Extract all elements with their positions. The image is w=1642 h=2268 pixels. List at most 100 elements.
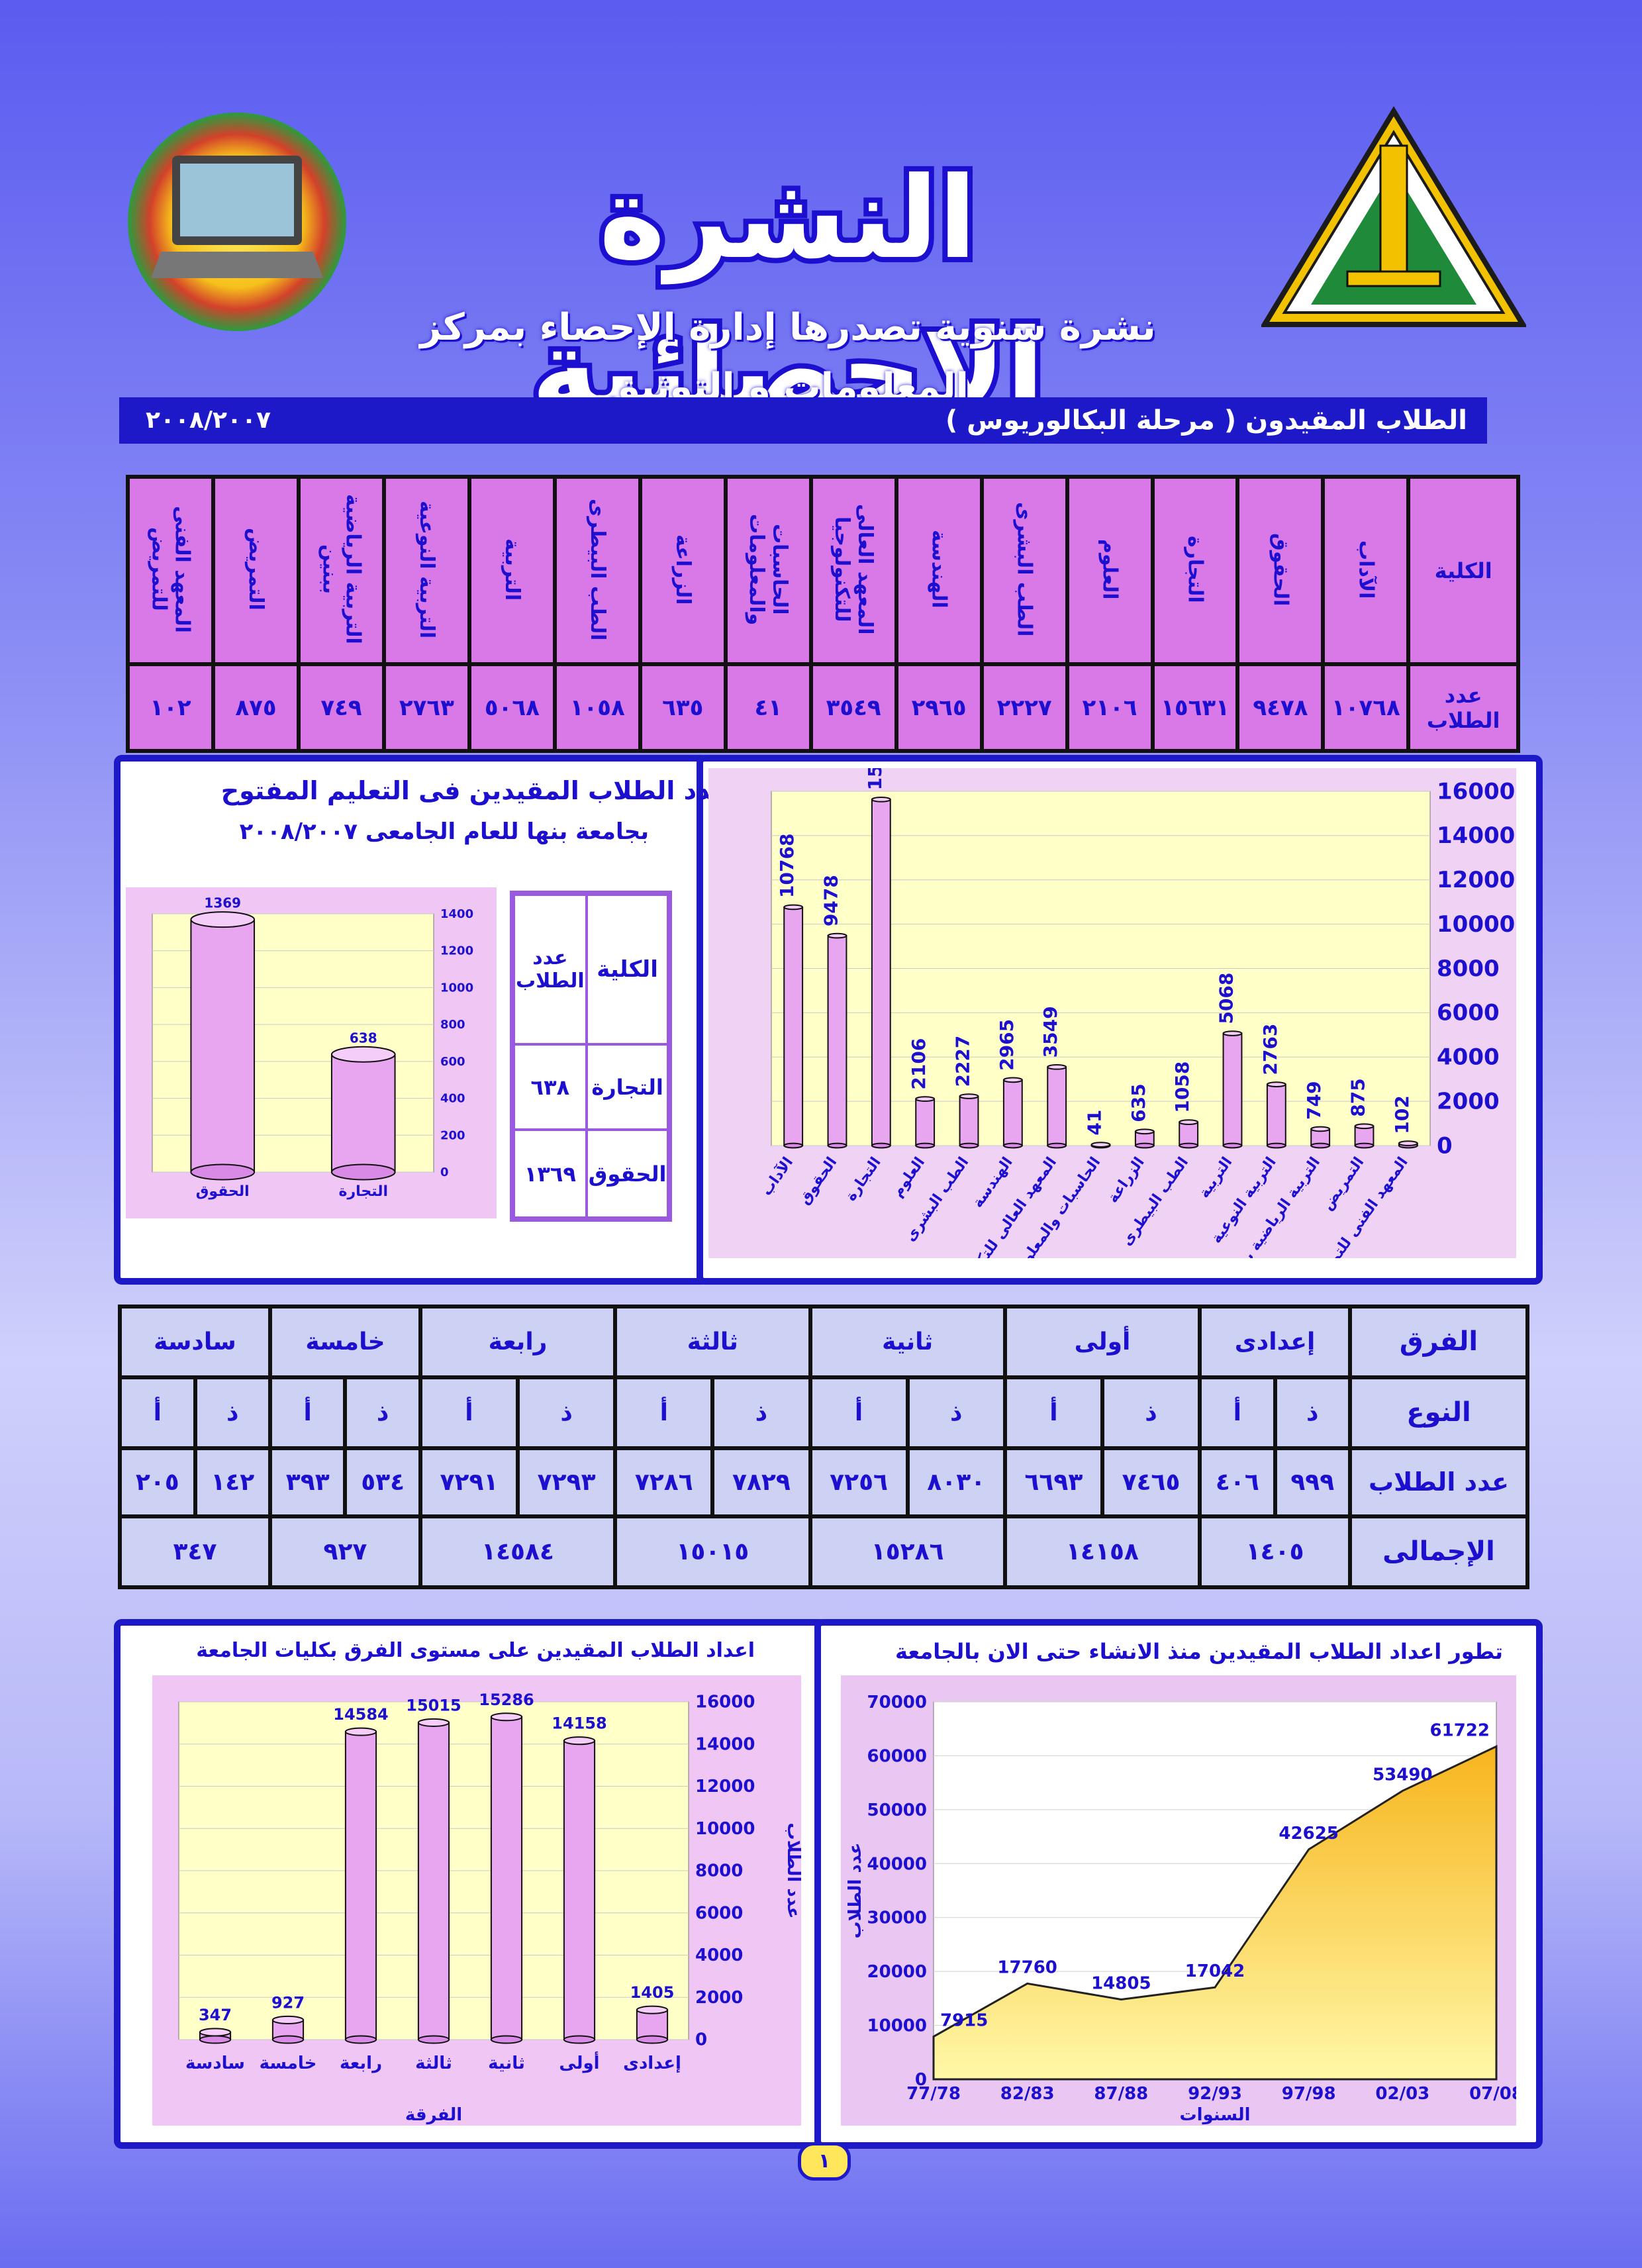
- page-subtitle: نشرة سنوية تصدرها إدارة الإحصاء بمركز ال…: [420, 306, 1156, 409]
- bar: [1134, 1128, 1155, 1149]
- gender-male: ذ: [710, 1375, 812, 1450]
- y-tick-label: 20000: [867, 1962, 927, 1982]
- y-tick-label: 12000: [1437, 867, 1515, 893]
- x-tick-label: 77/78: [906, 2084, 961, 2104]
- bar: [1090, 1142, 1111, 1149]
- section-year: ٢٠٠٨/٢٠٠٧: [146, 407, 271, 434]
- y-tick-label: 6000: [695, 1903, 743, 1923]
- level-name: سادسة: [118, 1305, 272, 1379]
- y-tick-label: 0: [440, 1165, 449, 1179]
- faculty-count: ٦٣٥: [638, 662, 728, 753]
- category-label: ثانية: [488, 2053, 525, 2073]
- level-male-count: ٩٩٩: [1273, 1446, 1353, 1518]
- value-label: 15286: [479, 1691, 534, 1709]
- benha-university-logo: [1261, 106, 1526, 327]
- value-label: 1369: [204, 895, 241, 911]
- level-female-count: ٣٩٣: [267, 1446, 348, 1518]
- value-label: 7915: [940, 2011, 988, 2031]
- y-tick-label: 30000: [867, 1908, 927, 1928]
- category-label: إعدادى: [623, 2053, 681, 2073]
- bar: [1179, 1119, 1199, 1149]
- bar: [563, 1736, 596, 2044]
- y-tick-label: 10000: [867, 2016, 927, 2036]
- value-label: 2965: [996, 1019, 1018, 1071]
- value-label: 14158: [552, 1714, 607, 1733]
- page-number: ١: [818, 2149, 831, 2173]
- value-label: 1405: [630, 1983, 675, 2002]
- faculty-chart: 0 2000 4000 6000 8000 10000 12000 14000 16000 107…: [708, 768, 1516, 1258]
- faculty-name: المعهد العالى للتكنولوجيا: [830, 503, 877, 635]
- level-female-count: ٤٠٦: [1198, 1446, 1277, 1518]
- section-header: الطلاب المقيدون ( مرحلة البكالوريوس ) ٢٠…: [119, 397, 1487, 444]
- y-tick-label: 2000: [1437, 1088, 1500, 1114]
- faculty-name: الآداب: [1354, 540, 1378, 599]
- bar: [490, 1712, 523, 2044]
- faculty-header-cell: المعهد العالى للتكنولوجيا: [808, 474, 898, 667]
- faculty-header-cell: الطب البيطرى: [552, 474, 642, 667]
- level-female-count: ٧٢٥٦: [808, 1446, 910, 1518]
- gender-label: النوع: [1348, 1375, 1529, 1450]
- level-name: إعدادى: [1198, 1305, 1352, 1379]
- open-edu-row-name: التجارة: [585, 1043, 671, 1132]
- y-tick-label: 10000: [1437, 911, 1515, 938]
- gender-male: ذ: [1273, 1375, 1353, 1450]
- faculty-header-cell: الحاسبات والمعلومات: [723, 474, 813, 667]
- y-tick-label: 8000: [1437, 956, 1500, 982]
- x-tick-label: 87/88: [1094, 2084, 1148, 2104]
- value-label: 102: [1391, 1095, 1413, 1134]
- level-name: خامسة: [268, 1305, 422, 1379]
- bar: [1354, 1123, 1375, 1149]
- faculty-col-label: الكلية: [1406, 474, 1520, 667]
- faculty-count: ١٠٥٨: [552, 662, 642, 753]
- y-tick-label: 14000: [1437, 822, 1515, 849]
- faculty-name: الطب البيطرى: [585, 498, 609, 640]
- level-total: ١٤٥٨٤: [418, 1514, 618, 1590]
- growth-chart: 0 10000 20000 30000 40000 50000 60000 70000 7915…: [841, 1675, 1516, 2126]
- faculty-count: ٢٢٢٧: [979, 662, 1069, 753]
- level-total: ١٥٠١٥: [613, 1514, 812, 1590]
- x-tick-label: 82/83: [1000, 2084, 1055, 2104]
- y-axis-label: عدد الطلاب: [845, 1842, 865, 1938]
- gender-female: أ: [267, 1375, 348, 1450]
- faculty-name: الطب البشرى: [1012, 502, 1036, 637]
- faculty-name: العلوم: [1098, 538, 1122, 600]
- bar: [636, 2005, 669, 2044]
- level-total: ١٤٠٥: [1198, 1514, 1352, 1590]
- x-tick-label: 97/98: [1282, 2084, 1336, 2104]
- y-tick-label: 60000: [867, 1746, 927, 1766]
- open-edu-row-count: ١٣٦٩: [511, 1128, 588, 1220]
- bar: [959, 1093, 979, 1149]
- level-male-count: ٧٨٢٩: [710, 1446, 812, 1518]
- gender-male: ذ: [1100, 1375, 1202, 1450]
- faculty-name: التربية: [500, 538, 524, 601]
- bar: [344, 1727, 377, 2044]
- x-tick-label: 02/03: [1375, 2084, 1429, 2104]
- y-tick-label: 4000: [695, 1946, 743, 1965]
- value-label: 14584: [333, 1705, 389, 1724]
- category-label: التجارة: [338, 1183, 388, 1200]
- x-axis-label: الفرقة: [405, 2105, 462, 2125]
- bar: [783, 904, 804, 1149]
- bar: [199, 2028, 232, 2044]
- faculty-table: الكلية الآداب الحقوق التجارة العلوم الطب البش…: [125, 474, 1520, 753]
- gender-male: ذ: [193, 1375, 273, 1450]
- total-label: الإجمالى: [1348, 1514, 1529, 1590]
- bar: [827, 932, 847, 1149]
- y-tick-label: 400: [440, 1092, 465, 1106]
- value-label: 3549: [1039, 1006, 1061, 1058]
- bar: [1047, 1063, 1067, 1149]
- gender-female: أ: [808, 1375, 910, 1450]
- gender-female: أ: [1002, 1375, 1104, 1450]
- faculty-count: ٢١٠٦: [1065, 662, 1155, 753]
- value-label: 17760: [997, 1957, 1057, 1977]
- value-label: 9478: [820, 875, 842, 926]
- page-title: النشرة الإحصائية: [526, 148, 1049, 442]
- level-male-count: ٥٣٤: [343, 1446, 422, 1518]
- y-tick-label: 2000: [695, 1988, 743, 2008]
- value-label: 749: [1303, 1081, 1325, 1120]
- bar: [271, 2015, 305, 2044]
- gender-female: أ: [613, 1375, 715, 1450]
- bar: [190, 911, 256, 1181]
- open-edu-col-faculty: الكلية: [585, 891, 671, 1046]
- bar: [1222, 1030, 1243, 1149]
